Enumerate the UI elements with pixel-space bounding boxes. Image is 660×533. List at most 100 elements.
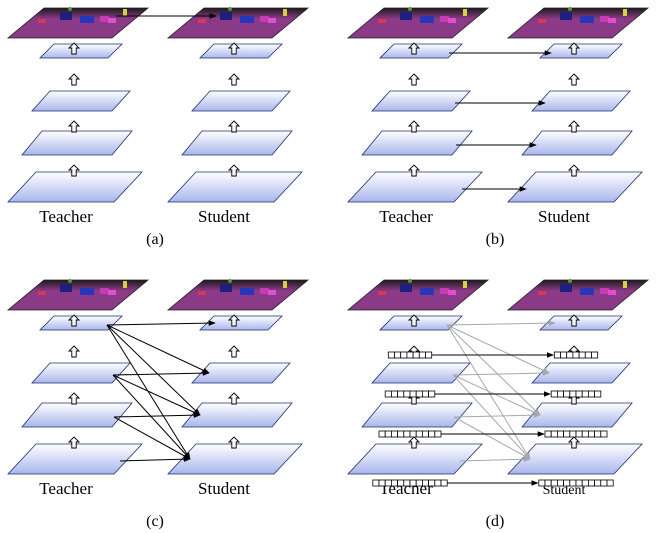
token-cell: [415, 479, 423, 487]
teacher-layer-1: [379, 315, 463, 331]
seg-blob: [448, 290, 456, 295]
seg-blob: [260, 288, 269, 294]
seg-blob: [260, 16, 269, 22]
teacher-layer-2: [371, 362, 471, 384]
teacher-layer-1: [39, 315, 123, 331]
teacher-layer-3: [21, 402, 133, 428]
token-cell: [591, 351, 599, 359]
panel-b: Teacher Student (b): [346, 7, 650, 248]
student-label: Student: [198, 479, 250, 498]
teacher-seg-map: [6, 7, 150, 39]
seg-blob: [580, 288, 594, 295]
student-seg-map: [166, 7, 310, 39]
cross-distill-arrow: [119, 456, 191, 462]
seg-blob: [108, 18, 116, 23]
seg-blob: [400, 12, 412, 20]
token-cell: [563, 479, 571, 487]
token-cell: [575, 390, 583, 398]
student-up-arrow: [227, 436, 241, 449]
student-layer-3: [181, 402, 293, 428]
token-cell: [421, 479, 429, 487]
token-cell: [400, 351, 408, 359]
cross-distill-arrow: [106, 324, 210, 374]
token-cell: [397, 430, 405, 438]
token-cell: [600, 430, 608, 438]
seg-blob: [240, 288, 254, 295]
token-cell: [594, 390, 602, 398]
seg-blob: [560, 12, 572, 20]
seg-blob: [568, 7, 572, 11]
token-cell: [544, 430, 552, 438]
caption: (a): [146, 231, 164, 248]
token-cell: [397, 479, 405, 487]
student-up-arrow: [567, 314, 581, 327]
seg-blob: [80, 288, 94, 295]
seg-blob: [268, 290, 276, 295]
token-cell: [415, 390, 423, 398]
student-token-bar: [544, 430, 608, 438]
token-cell: [372, 479, 380, 487]
token-cell: [606, 479, 614, 487]
token-cell: [578, 351, 586, 359]
faded-distill-arrow: [452, 374, 531, 460]
seg-blob: [100, 16, 109, 22]
cross-distill-arrow: [106, 324, 201, 416]
teacher-token-bar: [384, 390, 436, 398]
token-cell: [394, 351, 402, 359]
student-layer-3: [521, 130, 633, 156]
token-cell: [550, 479, 558, 487]
seg-blob: [228, 279, 232, 283]
teacher-token-bar: [378, 430, 442, 438]
seg-blob: [220, 284, 232, 292]
token-cell: [428, 430, 436, 438]
student-label: Student: [198, 207, 250, 226]
faded-distill-arrow: [452, 370, 550, 376]
teacher-up-arrow: [407, 314, 421, 327]
seg-map-surface: [506, 279, 650, 311]
student-up-arrow: [567, 120, 581, 133]
seg-blob: [108, 290, 116, 295]
student-token-bar: [538, 479, 614, 487]
cross-distill-arrow: [113, 416, 191, 460]
student-up-arrow: [227, 164, 241, 177]
token-cell: [415, 430, 423, 438]
token-cell: [378, 479, 386, 487]
panel-c: Teacher Student (c): [6, 279, 310, 530]
student-layer-1: [199, 43, 283, 59]
caption: (b): [486, 231, 505, 248]
teacher-layer-2: [31, 90, 131, 112]
token-cell: [406, 351, 414, 359]
teacher-seg-map: [346, 279, 490, 311]
token-cell: [390, 390, 398, 398]
student-label: Student: [538, 207, 590, 226]
token-cell: [594, 479, 602, 487]
seg-blob: [38, 291, 46, 295]
student-up-arrow: [227, 345, 241, 358]
seg-blob: [580, 16, 594, 23]
seg-blob: [400, 284, 412, 292]
student-layer-2: [531, 90, 631, 112]
seg-map-surface: [6, 279, 150, 311]
teacher-up-arrow: [67, 73, 81, 86]
student-up-arrow: [567, 436, 581, 449]
teacher-up-arrow: [67, 345, 81, 358]
seg-blob: [283, 281, 287, 288]
student-layer-4: [507, 443, 643, 475]
teacher-up-arrow: [67, 164, 81, 177]
student-layer-4: [507, 171, 643, 203]
seg-blob: [600, 16, 609, 22]
faded-distill-arrow: [446, 324, 531, 460]
seg-blob: [600, 288, 609, 294]
token-cell: [412, 351, 420, 359]
faded-distill-arrow: [446, 320, 556, 326]
token-cell: [569, 390, 577, 398]
token-cell: [390, 479, 398, 487]
seg-blob: [123, 281, 127, 288]
token-cell: [538, 479, 546, 487]
student-seg-map: [506, 7, 650, 39]
faded-distill-arrow: [446, 324, 550, 374]
token-cell: [409, 390, 417, 398]
seg-blob: [623, 281, 627, 288]
